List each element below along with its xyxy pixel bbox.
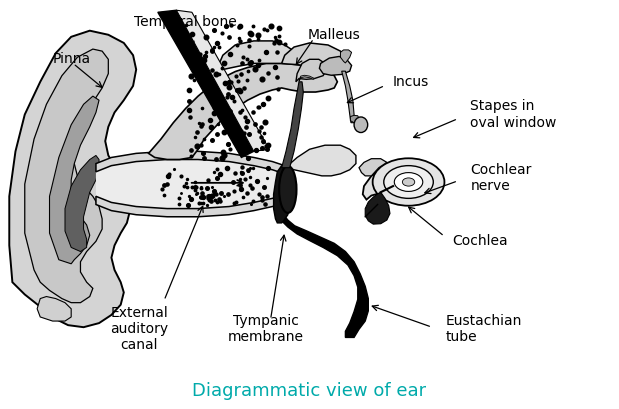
Polygon shape: [359, 159, 387, 176]
Polygon shape: [282, 43, 347, 67]
Circle shape: [402, 178, 415, 186]
Circle shape: [384, 166, 433, 198]
Polygon shape: [319, 56, 352, 75]
Polygon shape: [274, 166, 290, 223]
Polygon shape: [65, 155, 99, 252]
Circle shape: [394, 173, 423, 191]
Text: External
auditory
canal: External auditory canal: [110, 306, 168, 353]
Polygon shape: [282, 82, 303, 168]
Polygon shape: [158, 10, 254, 157]
Text: Stapes in
oval window: Stapes in oval window: [470, 99, 557, 130]
Polygon shape: [96, 160, 285, 209]
Text: Tympanic
membrane: Tympanic membrane: [228, 314, 304, 344]
Polygon shape: [217, 41, 297, 70]
Polygon shape: [50, 96, 99, 264]
Polygon shape: [350, 115, 359, 123]
Text: Temporal bone: Temporal bone: [134, 16, 237, 29]
Text: Diagrammatic view of ear: Diagrammatic view of ear: [193, 382, 426, 400]
Circle shape: [373, 158, 444, 206]
Polygon shape: [176, 10, 269, 151]
Polygon shape: [340, 50, 352, 63]
Polygon shape: [96, 151, 285, 174]
Polygon shape: [37, 297, 71, 321]
Text: Malleus: Malleus: [308, 28, 361, 42]
Polygon shape: [363, 162, 441, 202]
Polygon shape: [9, 31, 136, 327]
Text: Pinna: Pinna: [53, 52, 91, 66]
Ellipse shape: [279, 166, 297, 213]
Ellipse shape: [354, 117, 368, 133]
Polygon shape: [288, 145, 356, 176]
Text: Cochlear
nerve: Cochlear nerve: [470, 163, 532, 193]
Polygon shape: [299, 75, 314, 82]
Polygon shape: [342, 71, 354, 123]
Polygon shape: [282, 215, 368, 337]
Text: Eustachian
tube: Eustachian tube: [446, 314, 522, 344]
Polygon shape: [96, 194, 285, 217]
Text: Incus: Incus: [393, 75, 430, 89]
Text: Cochlea: Cochlea: [452, 234, 508, 248]
Polygon shape: [365, 192, 390, 224]
Polygon shape: [296, 59, 327, 82]
Polygon shape: [25, 49, 108, 303]
Polygon shape: [149, 63, 337, 160]
